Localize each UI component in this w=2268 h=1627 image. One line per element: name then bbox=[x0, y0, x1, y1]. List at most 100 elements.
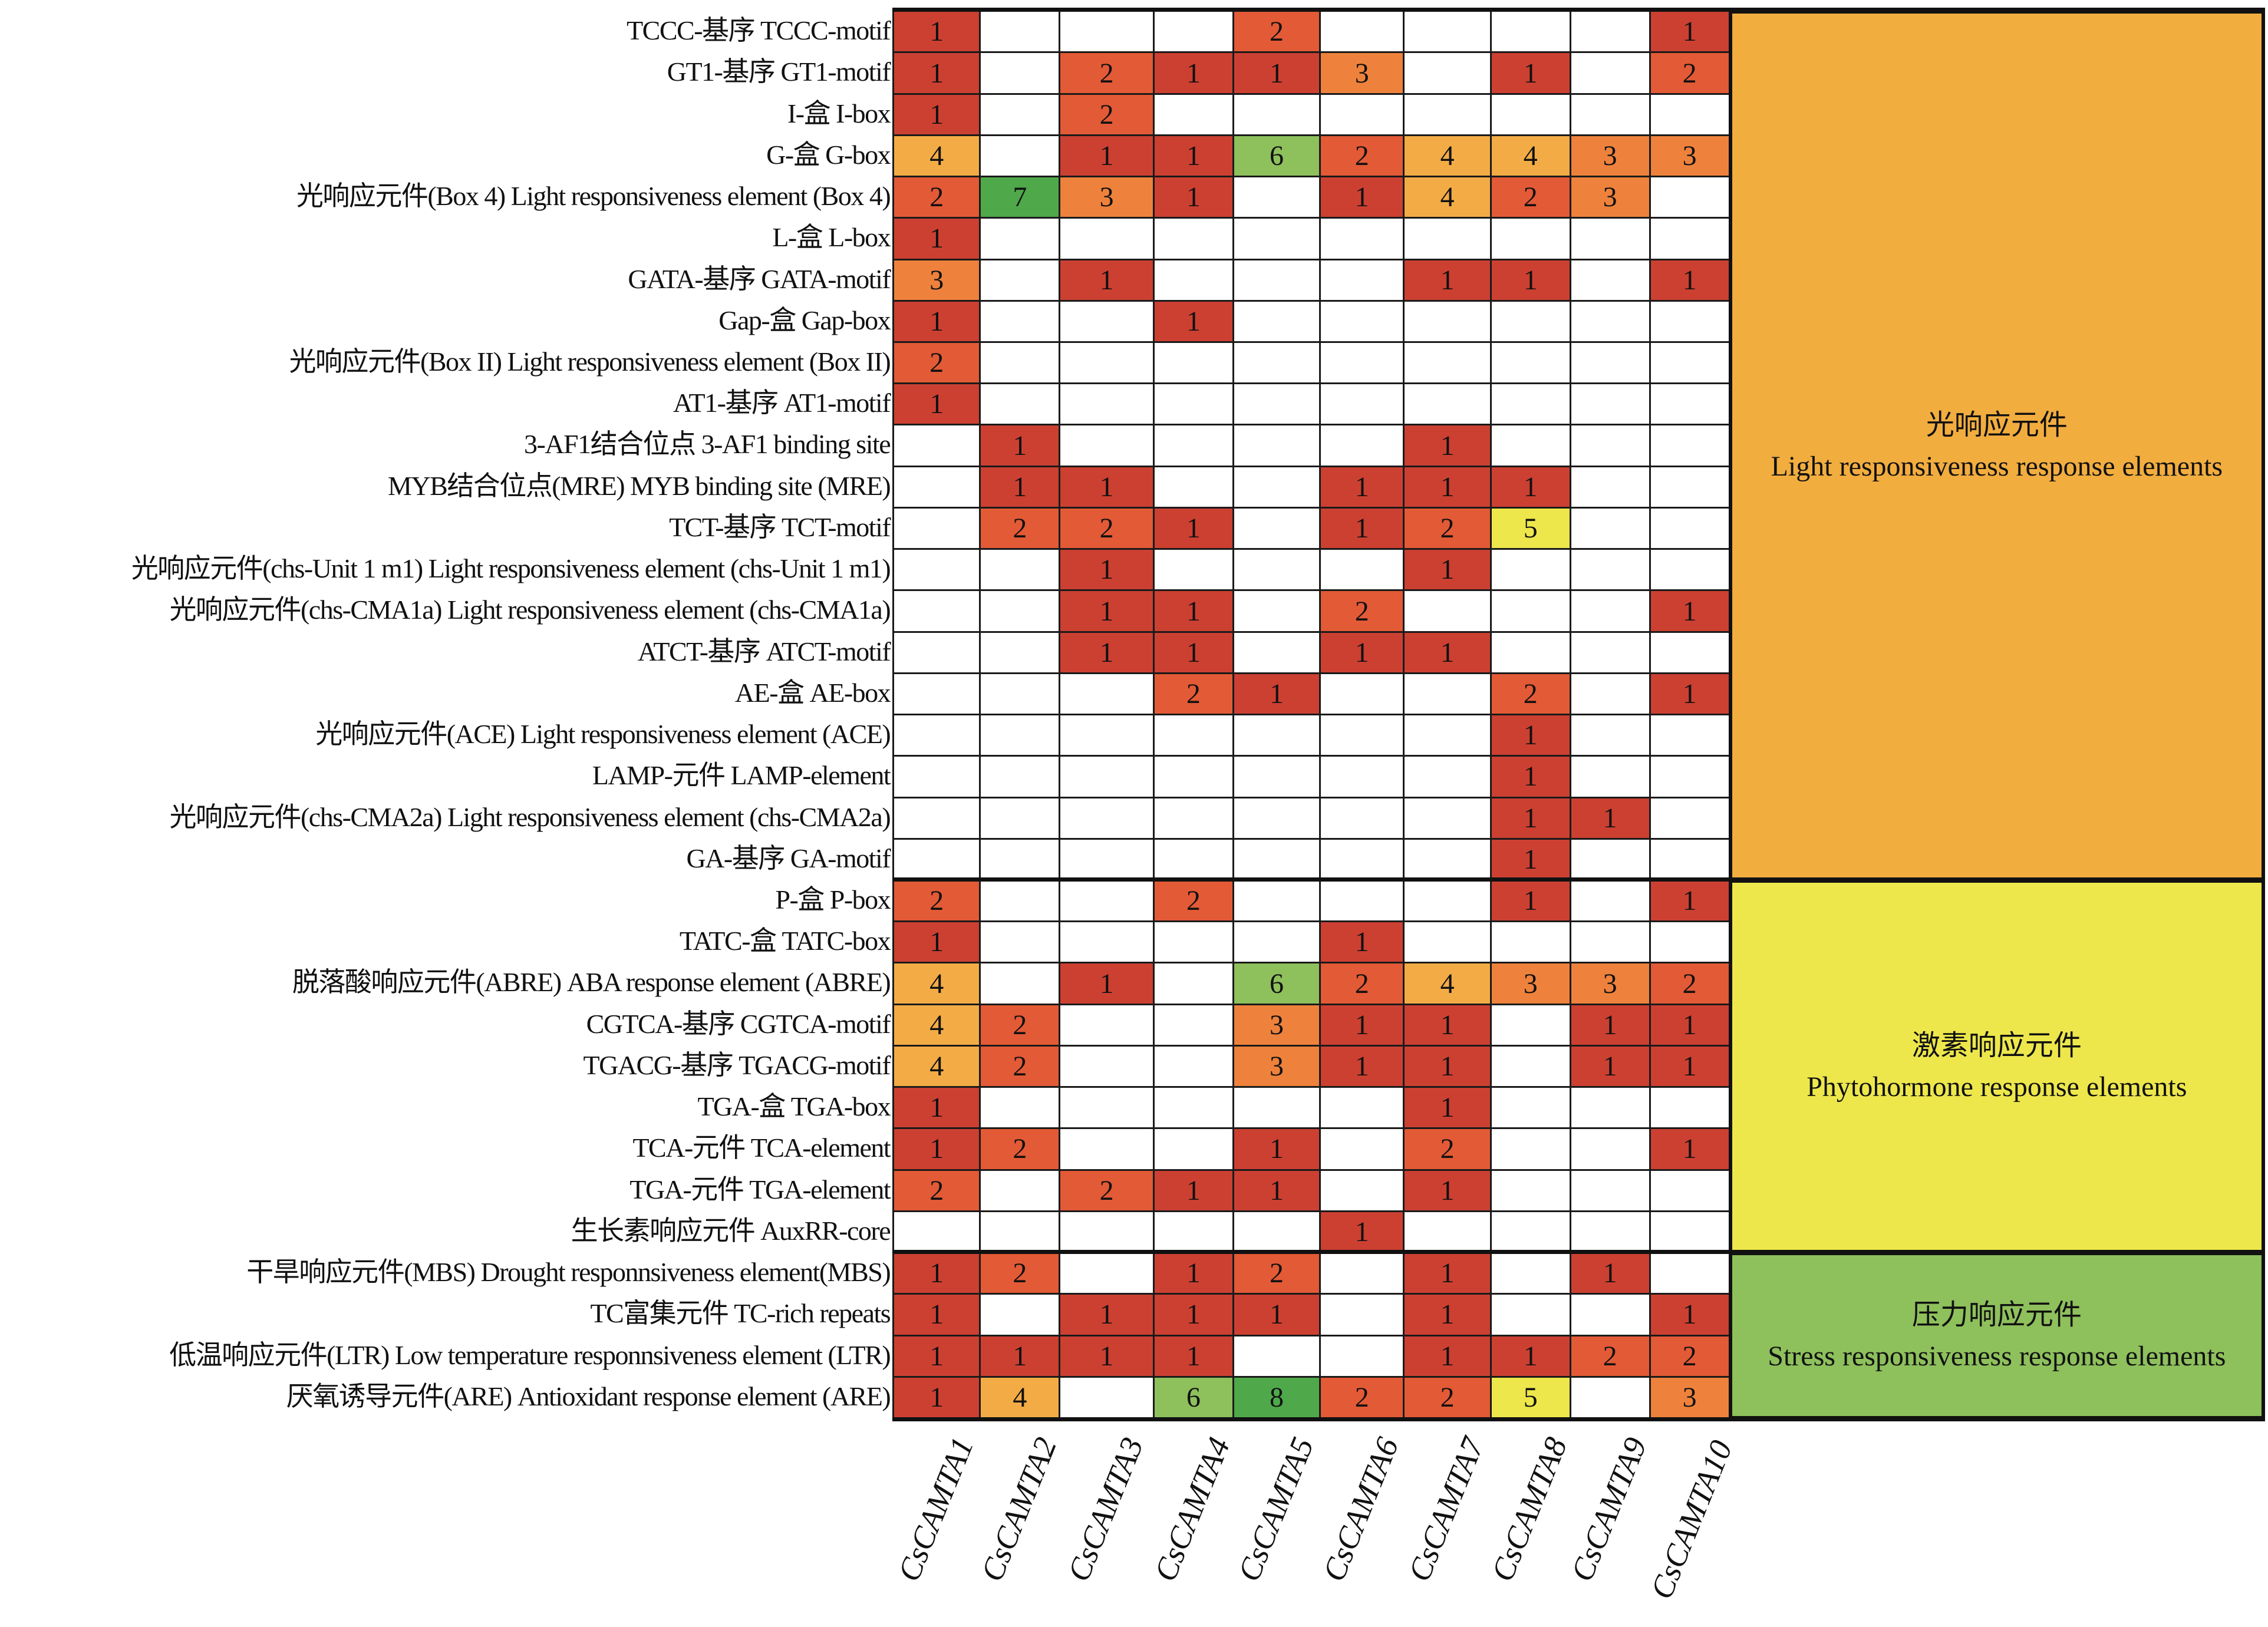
heatmap-cell bbox=[1489, 424, 1571, 467]
cell-value: 1 bbox=[1269, 1133, 1284, 1165]
heatmap-cell bbox=[1152, 217, 1234, 260]
cell-value: 1 bbox=[1186, 636, 1201, 668]
heatmap-cell: 1 bbox=[1403, 1252, 1492, 1295]
cell-value: 1 bbox=[929, 388, 944, 420]
heatmap-cell: 3 bbox=[1569, 134, 1651, 178]
heatmap-cell bbox=[1569, 755, 1651, 798]
heatmap-cell bbox=[979, 548, 1061, 592]
cell-value: 4 bbox=[1440, 968, 1455, 999]
heatmap-cell bbox=[1319, 1252, 1405, 1295]
cell-value: 4 bbox=[1440, 181, 1455, 213]
cell-value: 1 bbox=[1186, 1340, 1201, 1372]
heatmap-cell: 1 bbox=[1649, 1044, 1730, 1088]
cell-value: 8 bbox=[1269, 1381, 1284, 1413]
heatmap-cell bbox=[1232, 1210, 1321, 1254]
heatmap-cell bbox=[892, 424, 981, 467]
heatmap-cell: 1 bbox=[1152, 1334, 1234, 1378]
heatmap-cell bbox=[1489, 1293, 1571, 1336]
heatmap-cell: 6 bbox=[1232, 134, 1321, 178]
heatmap-cell: 2 bbox=[1059, 51, 1155, 95]
cell-value: 1 bbox=[1603, 1051, 1617, 1083]
cell-value: 1 bbox=[1440, 636, 1455, 668]
heatmap-cell bbox=[1569, 506, 1651, 550]
cell-value: 2 bbox=[1013, 1051, 1027, 1083]
heatmap-cell: 1 bbox=[1059, 631, 1155, 674]
cell-value: 5 bbox=[1523, 513, 1538, 544]
heatmap-cell bbox=[979, 920, 1061, 964]
grid-bottom-border bbox=[892, 1417, 2266, 1421]
cell-value: 4 bbox=[929, 140, 944, 171]
category-panel: 压力响应元件 Stress responsiveness response ele… bbox=[1728, 1252, 2266, 1420]
heatmap-cell: 2 bbox=[1403, 1127, 1492, 1171]
heatmap-cell: 1 bbox=[892, 1375, 981, 1419]
heatmap-cell: 2 bbox=[892, 879, 981, 923]
row-label: TC富集元件 TC-rich repeats bbox=[590, 1298, 891, 1329]
row-label: TCCC-基序 TCCC-motif bbox=[627, 15, 891, 46]
heatmap-cell: 1 bbox=[979, 424, 1061, 467]
column-label: CsCAMTA6 bbox=[1316, 1432, 1406, 1586]
cell-value: 1 bbox=[929, 16, 944, 48]
heatmap-cell bbox=[1319, 1086, 1405, 1130]
heatmap-cell: 1 bbox=[1489, 51, 1571, 95]
heatmap-cell: 3 bbox=[1232, 1003, 1321, 1047]
heatmap-cell bbox=[1232, 837, 1321, 881]
cell-value: 2 bbox=[1013, 1009, 1027, 1041]
cell-value: 1 bbox=[1440, 1092, 1455, 1124]
cell-value: 1 bbox=[929, 1299, 944, 1331]
cell-value: 1 bbox=[1099, 471, 1114, 503]
category-label-cn: 激素响应元件 bbox=[1911, 1030, 2082, 1062]
row-label: 低温响应元件(LTR) Low temperature responnsiven… bbox=[169, 1339, 891, 1370]
cell-value: 1 bbox=[1013, 471, 1027, 503]
heatmap-cell bbox=[1403, 93, 1492, 136]
heatmap-cell bbox=[1649, 755, 1730, 798]
heatmap-cell: 6 bbox=[1232, 962, 1321, 1005]
cell-value: 4 bbox=[1013, 1381, 1027, 1413]
heatmap-cell: 2 bbox=[1152, 879, 1234, 923]
cell-value: 2 bbox=[1099, 57, 1114, 89]
row-label: 光响应元件(Box 4) Light responsiveness elemen… bbox=[296, 181, 891, 212]
heatmap-cell bbox=[1569, 920, 1651, 964]
heatmap-cell: 1 bbox=[1059, 548, 1155, 592]
cell-value: 1 bbox=[929, 1381, 944, 1413]
heatmap-cell bbox=[1232, 382, 1321, 426]
heatmap-cell: 1 bbox=[1059, 962, 1155, 1005]
cell-value: 1 bbox=[929, 98, 944, 130]
heatmap-cell bbox=[1569, 1086, 1651, 1130]
heatmap-cell bbox=[1152, 258, 1234, 302]
heatmap-cell bbox=[1232, 176, 1321, 219]
cell-value: 6 bbox=[1269, 140, 1284, 171]
heatmap-cell: 1 bbox=[1649, 1293, 1730, 1336]
heatmap-cell: 2 bbox=[892, 341, 981, 385]
heatmap-cell bbox=[1152, 93, 1234, 136]
heatmap-cell bbox=[1319, 796, 1405, 840]
heatmap-cell: 1 bbox=[979, 465, 1061, 509]
heatmap-cell bbox=[1232, 465, 1321, 509]
row-label: MYB结合位点(MRE) MYB binding site (MRE) bbox=[387, 470, 891, 501]
cell-value: 1 bbox=[1099, 1299, 1114, 1331]
heatmap-cell bbox=[1403, 51, 1492, 95]
heatmap-cell bbox=[979, 837, 1061, 881]
heatmap-cell: 1 bbox=[1403, 424, 1492, 467]
heatmap-cell bbox=[1489, 1044, 1571, 1088]
cell-value: 1 bbox=[1440, 430, 1455, 461]
heatmap-cell bbox=[1649, 465, 1730, 509]
heatmap-cell: 1 bbox=[1152, 631, 1234, 674]
heatmap-cell bbox=[1569, 837, 1651, 881]
cell-value: 2 bbox=[1099, 98, 1114, 130]
cell-value: 2 bbox=[929, 181, 944, 213]
heatmap-cell bbox=[1649, 506, 1730, 550]
cell-value: 3 bbox=[1269, 1009, 1284, 1041]
heatmap-cell: 1 bbox=[1059, 1293, 1155, 1336]
heatmap-cell bbox=[979, 631, 1061, 674]
cell-value: 3 bbox=[1523, 968, 1538, 999]
cell-value: 1 bbox=[1269, 1299, 1284, 1331]
heatmap-cell: 4 bbox=[892, 1003, 981, 1047]
heatmap-cell bbox=[1403, 589, 1492, 633]
heatmap-cell: 2 bbox=[1319, 589, 1405, 633]
heatmap-cell: 1 bbox=[1152, 51, 1234, 95]
heatmap-cell: 4 bbox=[892, 962, 981, 1005]
heatmap-cell bbox=[1489, 548, 1571, 592]
heatmap-cell bbox=[1152, 10, 1234, 54]
heatmap-cell bbox=[1152, 424, 1234, 467]
cell-value: 1 bbox=[1186, 595, 1201, 627]
